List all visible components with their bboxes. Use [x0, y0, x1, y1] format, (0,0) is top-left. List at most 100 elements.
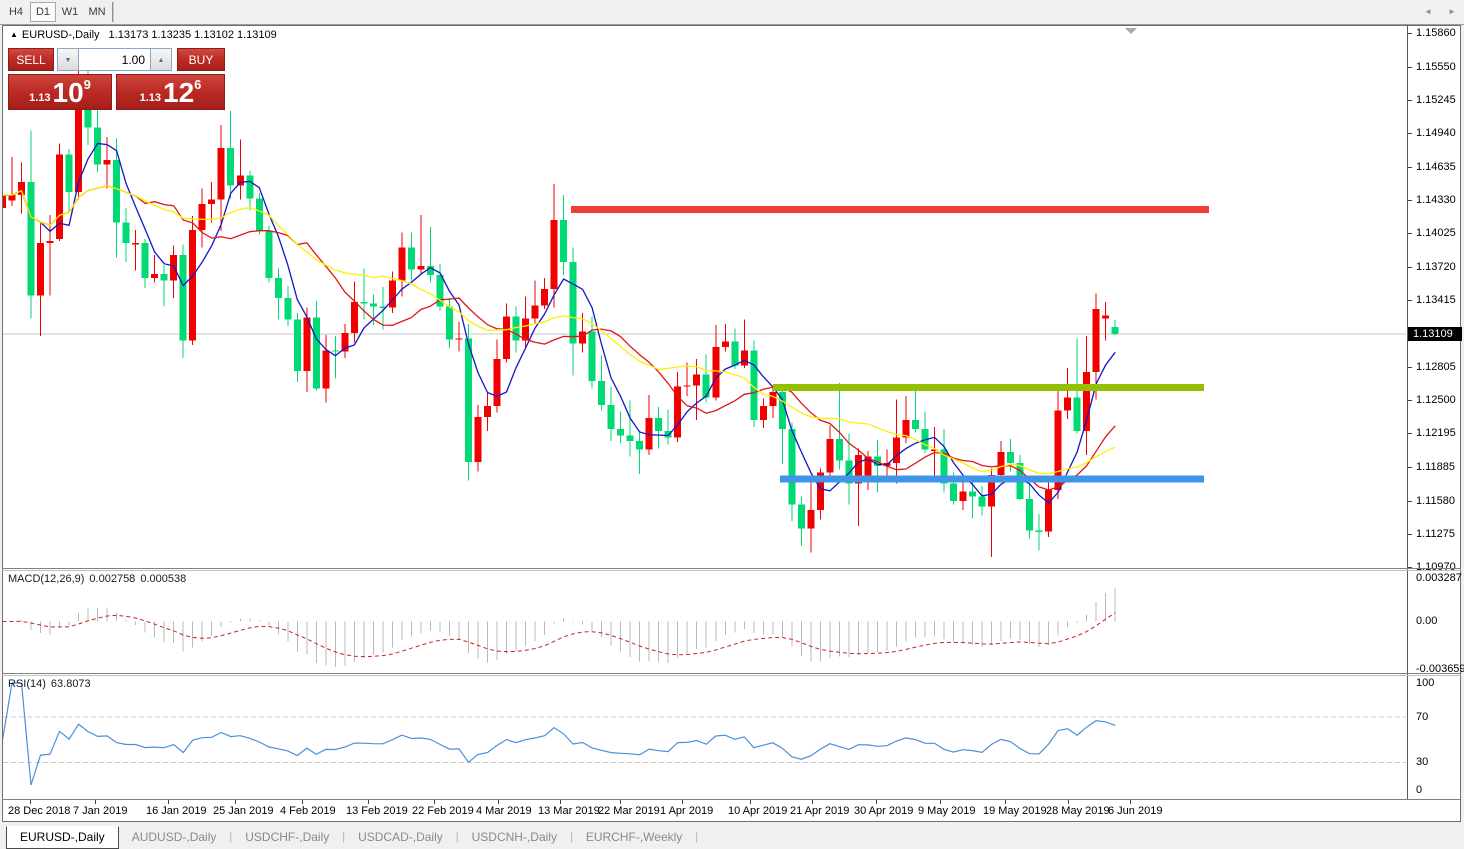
rsi-axis-label: 0 — [1416, 784, 1423, 796]
date-label: 4 Mar 2019 — [476, 805, 532, 817]
date-label: 6 Jun 2019 — [1108, 805, 1163, 817]
tab-usdcad-daily[interactable]: USDCAD-,Daily — [358, 830, 443, 844]
rsi-indicator-chart[interactable] — [3, 676, 1407, 798]
date-axis-tick — [235, 800, 236, 804]
macd-indicator-chart[interactable] — [3, 571, 1407, 672]
price-axis-tick — [1408, 501, 1412, 502]
price-axis-label: 1.14940 — [1416, 127, 1456, 140]
date-axis-tick — [560, 800, 561, 804]
date-axis-tick — [1068, 800, 1069, 804]
tab-divider: | — [695, 831, 699, 843]
toolbar-button-w1[interactable]: W1 — [57, 2, 83, 22]
date-label: 1 Apr 2019 — [660, 805, 714, 817]
sell-price-big: 10 — [52, 77, 84, 108]
macd-axis-label: 0.00 — [1416, 615, 1438, 627]
date-axis-tick — [302, 800, 303, 804]
date-axis-tick — [620, 800, 621, 804]
timeframe-toolbar: H4 D1 W1 MN — [0, 0, 1464, 25]
sell-price-button[interactable]: 1.13 10 9 — [8, 74, 112, 110]
tab-audusd-daily[interactable]: AUDUSD-,Daily — [131, 830, 217, 844]
price-axis-tick — [1408, 300, 1412, 301]
buy-button[interactable]: BUY — [177, 48, 225, 71]
date-label: 30 Apr 2019 — [854, 805, 914, 817]
date-axis-tick — [95, 800, 96, 804]
price-axis-label: 1.14635 — [1416, 160, 1456, 173]
rsi-name: RSI(14) — [8, 678, 46, 690]
macd-label: MACD(12,26,9) 0.002758 0.000538 — [8, 573, 191, 585]
date-label: 16 Jan 2019 — [146, 805, 207, 817]
macd-axis-label: -0.003659 — [1416, 662, 1464, 675]
date-axis-tick — [30, 800, 31, 804]
macd-signal-value: 0.000538 — [140, 573, 187, 585]
tab-divider: | — [569, 831, 573, 843]
macd-name: MACD(12,26,9) — [8, 573, 85, 585]
rsi-axis-label: 30 — [1416, 756, 1429, 769]
price-axis-label: 1.15245 — [1416, 94, 1456, 107]
date-label: 13 Mar 2019 — [538, 805, 600, 817]
toolbar-button-h4[interactable]: H4 — [3, 2, 29, 22]
date-label: 28 May 2019 — [1046, 805, 1110, 817]
one-click-trading-panel: SELL ▼ ▲ BUY 1.13 10 9 1.13 12 6 — [8, 46, 225, 110]
price-axis-label: 1.13720 — [1416, 260, 1456, 273]
price-axis-label: 1.12805 — [1416, 360, 1456, 373]
date-axis-tick — [1130, 800, 1131, 804]
price-axis-tick — [1408, 133, 1412, 134]
price-axis-tick — [1408, 33, 1412, 34]
sell-price-prefix: 1.13 — [29, 92, 51, 104]
pane-divider-highlight — [2, 675, 1461, 676]
date-axis-tick — [1005, 800, 1006, 804]
date-label: 22 Mar 2019 — [598, 805, 660, 817]
price-axis-label: 1.12500 — [1416, 394, 1456, 407]
date-axis-tick — [168, 800, 169, 804]
macd-axis-label: 0.003287 — [1416, 572, 1462, 584]
tab-scroll-left-icon[interactable]: ◄ — [1424, 7, 1432, 16]
tab-divider: | — [342, 831, 346, 843]
pane-divider[interactable] — [2, 568, 1461, 569]
macd-main-value: 0.002758 — [89, 573, 136, 585]
volume-input[interactable] — [79, 48, 150, 71]
tab-eurusd-daily[interactable]: EURUSD-,Daily — [6, 826, 119, 849]
pane-divider[interactable] — [2, 673, 1461, 674]
tab-usdcnh-daily[interactable]: USDCNH-,Daily — [471, 830, 557, 844]
tab-usdchf-daily[interactable]: USDCHF-,Daily — [245, 830, 330, 844]
tab-scroll-right-icon[interactable]: ► — [1448, 7, 1456, 16]
buy-price-button[interactable]: 1.13 12 6 — [116, 74, 225, 110]
chart-window — [2, 25, 1461, 822]
price-axis-tick — [1408, 233, 1412, 234]
price-axis-tick — [1408, 67, 1412, 68]
volume-decrease-button[interactable]: ▼ — [57, 48, 79, 71]
date-axis-tick — [812, 800, 813, 804]
candlestick-chart[interactable] — [3, 25, 1407, 568]
current-price-badge: 1.13109 — [1408, 327, 1462, 341]
chart-title: ▲ EURUSD-,Daily 1.13173 1.13235 1.13102 1.… — [10, 29, 277, 41]
price-axis-tick — [1408, 367, 1412, 368]
price-axis-tick — [1408, 100, 1412, 101]
rsi-value: 63.8073 — [50, 678, 91, 690]
date-axis-tick — [368, 800, 369, 804]
tab-divider: | — [455, 831, 459, 843]
date-axis-line — [2, 799, 1461, 800]
price-axis-label: 1.11275 — [1416, 527, 1455, 540]
rsi-axis-label: 70 — [1416, 710, 1429, 723]
sell-button[interactable]: SELL — [8, 48, 54, 71]
date-label: 13 Feb 2019 — [346, 805, 408, 817]
price-axis-tick — [1408, 433, 1412, 434]
toolbar-button-d1[interactable]: D1 — [30, 2, 56, 22]
price-axis-label: 1.11885 — [1416, 461, 1455, 474]
volume-increase-button[interactable]: ▲ — [150, 48, 172, 71]
tab-eurchf-weekly[interactable]: EURCHF-,Weekly — [585, 830, 683, 844]
price-axis-tick — [1408, 534, 1412, 535]
collapse-panel-icon[interactable]: ▲ — [10, 30, 18, 39]
date-label: 25 Jan 2019 — [213, 805, 274, 817]
up-arrow-icon: ▲ — [157, 57, 165, 64]
toolbar-separator — [112, 2, 114, 22]
date-axis-tick — [498, 800, 499, 804]
price-axis-label: 1.14330 — [1416, 194, 1456, 207]
price-axis-tick — [1408, 200, 1412, 201]
date-label: 28 Dec 2018 — [8, 805, 71, 817]
toolbar-button-mn[interactable]: MN — [84, 2, 110, 22]
date-axis-tick — [876, 800, 877, 804]
price-axis-label: 1.11580 — [1416, 494, 1455, 507]
buy-price-pip: 6 — [194, 77, 202, 92]
